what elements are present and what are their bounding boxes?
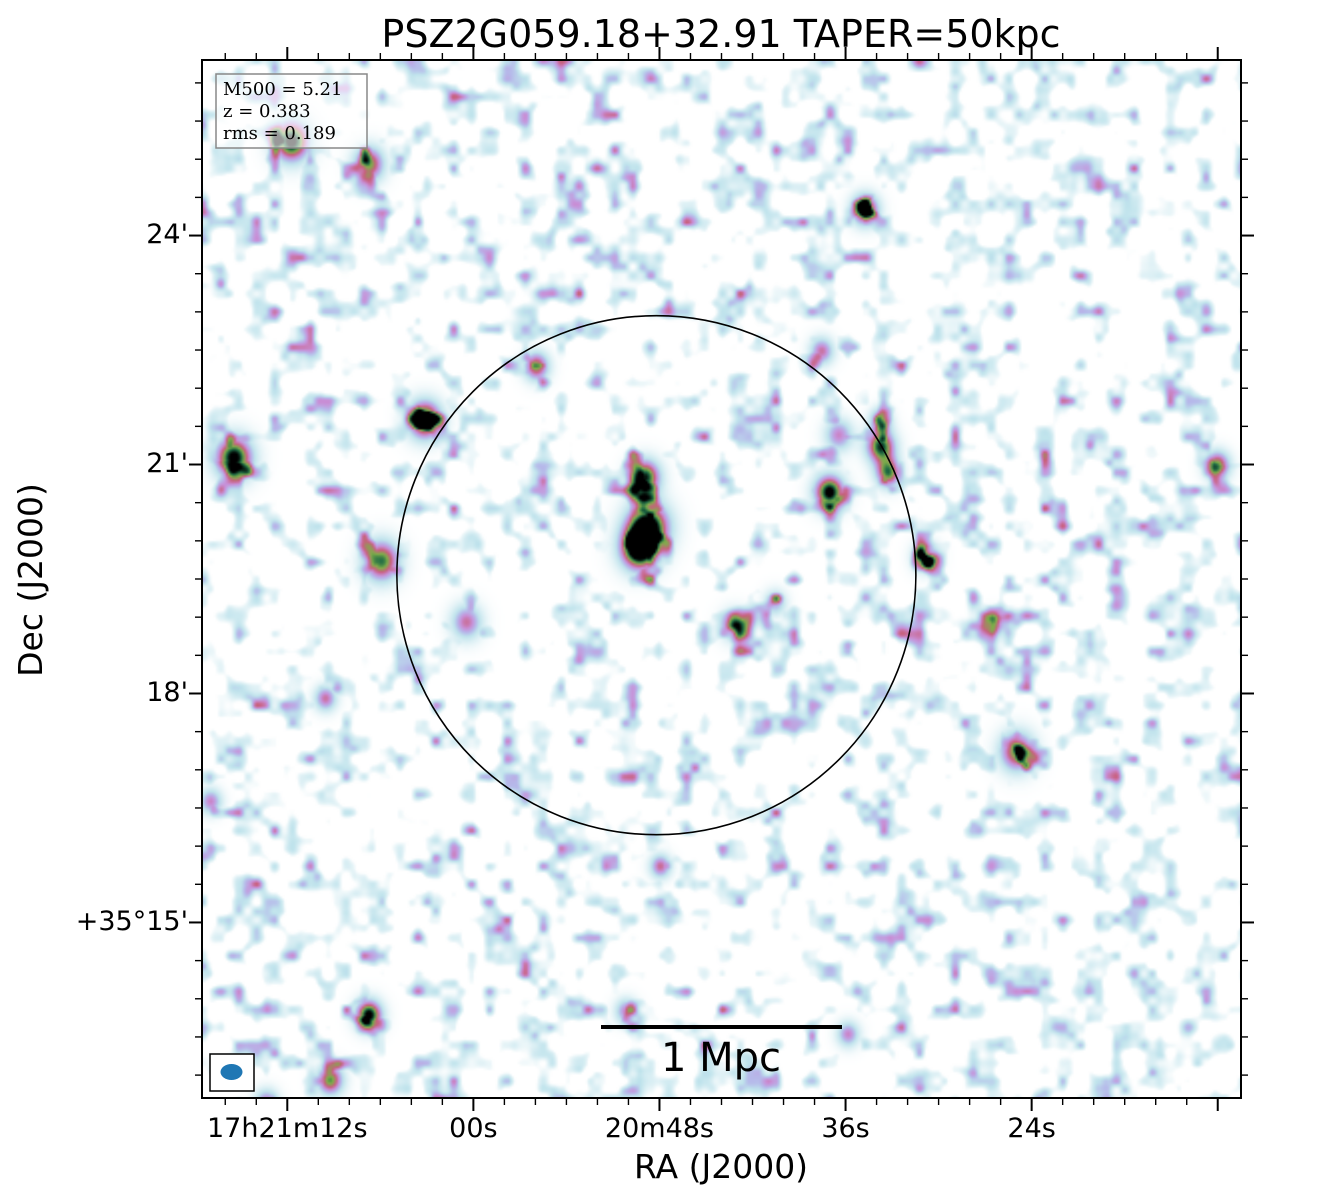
x-tick-label: 17h21m12s (207, 1113, 368, 1144)
plot-frame (201, 59, 1242, 1099)
x-tick-labels: 17h21m12s 00s 20m48s 36s 24s (207, 1113, 1056, 1144)
y-tick-label: 24' (146, 219, 188, 250)
info-box: M500 = 5.21 z = 0.383 rms = 0.189 (215, 73, 368, 149)
r500-circle (396, 314, 917, 836)
y-axis-label: Dec (J2000) (11, 483, 50, 677)
y-tick-label: 18' (146, 677, 188, 708)
y-tick-labels: 24' 21' 18' +35°15' (76, 219, 188, 937)
x-tick-label: 00s (449, 1113, 497, 1144)
x-tick-label: 24s (1007, 1113, 1055, 1144)
scale-bar: 1 Mpc (601, 1025, 842, 1081)
scale-bar-label: 1 Mpc (661, 1035, 781, 1081)
intensity-map (202, 60, 1241, 1098)
y-tick-label: +35°15' (76, 906, 188, 937)
beam-indicator (209, 1053, 255, 1092)
x-tick-label: 36s (821, 1113, 869, 1144)
y-tick-label: 21' (146, 448, 188, 479)
info-line-z: z = 0.383 (223, 101, 311, 122)
chart-title: PSZ2G059.18+32.91 TAPER=50kpc (381, 12, 1060, 56)
info-line-m500: M500 = 5.21 (223, 79, 342, 100)
axis-ticks (189, 47, 1254, 1111)
beam-ellipse (220, 1064, 243, 1080)
x-axis-label: RA (J2000) (634, 1147, 808, 1186)
x-tick-label: 20m48s (605, 1113, 714, 1144)
info-line-rms: rms = 0.189 (223, 123, 336, 144)
